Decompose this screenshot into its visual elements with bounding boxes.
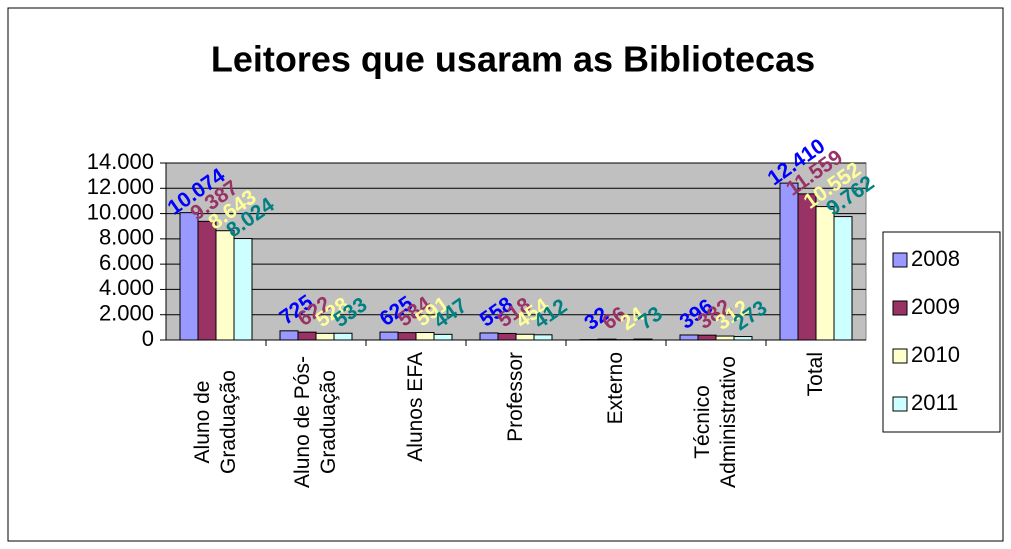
bar: [797, 193, 817, 341]
bar: [179, 212, 199, 341]
x-tick-label-line: Técnico: [691, 385, 714, 459]
legend-label: 2011: [911, 390, 958, 415]
bar: [397, 332, 417, 341]
x-tick-label: Aluno de Pós- Graduação: [291, 356, 340, 488]
legend-label: 2008: [911, 246, 960, 271]
bar: [533, 334, 553, 341]
bar: [633, 338, 653, 341]
x-tick-label: Aluno de Graduação: [191, 370, 240, 474]
x-tick-label: Alunos EFA: [404, 352, 427, 462]
x-tick-label: Total: [804, 352, 827, 396]
bar: [233, 238, 253, 341]
bar: [415, 332, 435, 341]
x-tick-label-line: Professor: [504, 352, 527, 442]
y-tick-label: 0: [142, 326, 154, 351]
bar: [733, 336, 753, 341]
x-tick-label-line: Administrativo: [717, 356, 740, 488]
x-tick-label: Professor: [504, 352, 527, 442]
y-tick-label: 10.000: [87, 199, 154, 224]
x-tick-label-line: Alunos EFA: [404, 352, 427, 462]
bar: [515, 333, 535, 341]
bar: [215, 230, 235, 341]
legend-label: 2009: [911, 294, 960, 319]
x-tick-label-line: Graduação: [217, 370, 240, 474]
bar: [379, 331, 399, 341]
plot-area: [165, 162, 867, 341]
bar: [815, 206, 835, 341]
bar: [197, 220, 217, 341]
bar: [833, 216, 853, 341]
bar: [315, 332, 335, 341]
y-tick-label: 12.000: [87, 174, 154, 199]
y-tick-label: 4.000: [99, 275, 154, 300]
y-tick-label: 8.000: [99, 225, 154, 250]
bar: [597, 338, 617, 341]
legend-swatch: [892, 396, 908, 412]
x-tick-label: Técnico Administrativo: [691, 356, 740, 488]
x-tick-label-line: Externo: [604, 352, 627, 424]
chart-title: Leitores que usaram as Bibliotecas: [211, 39, 815, 80]
y-tick-label: 14.000: [87, 149, 154, 174]
bar: [479, 332, 499, 341]
legend-swatch: [892, 252, 908, 268]
y-tick-label: 2.000: [99, 301, 154, 326]
x-tick-label-line: Total: [804, 352, 827, 396]
legend-label: 2010: [911, 342, 960, 367]
x-tick-label: Externo: [604, 352, 627, 424]
y-tick-label: 6.000: [99, 250, 154, 275]
bar: [697, 334, 717, 341]
bar: [279, 330, 299, 341]
legend-swatch: [892, 300, 908, 316]
bar: [715, 335, 735, 341]
x-tick-label-line: Graduação: [317, 370, 340, 474]
bar: [433, 333, 453, 341]
bar: [779, 182, 799, 341]
bar: [497, 332, 517, 341]
x-tick-label-line: Aluno de: [191, 381, 214, 464]
bar: [333, 332, 353, 341]
legend-swatch: [892, 348, 908, 364]
x-tick-label-line: Aluno de Pós-: [291, 356, 314, 488]
bar: [679, 334, 699, 341]
bar: [297, 331, 317, 341]
